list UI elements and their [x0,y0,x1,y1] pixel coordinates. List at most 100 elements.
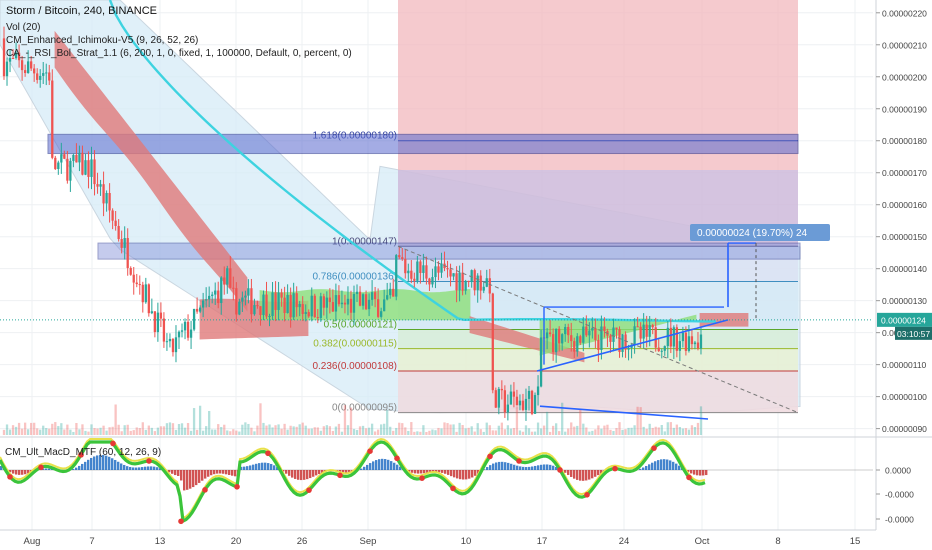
support-trendline [539,405,709,420]
macd-histogram-bar [210,470,213,476]
macd-histogram-bar [570,470,573,477]
volume-bar [476,423,479,435]
volume-bar [235,430,238,435]
volume-bar [214,429,217,435]
volume-bar [63,429,66,435]
volume-bar [36,428,39,435]
candle-body [319,296,322,318]
volume-bar [108,427,111,435]
candle-body [57,162,60,170]
volume-bar [114,404,117,435]
volume-bar [548,431,552,435]
candle-body [45,72,48,74]
macd-histogram-bar [702,470,705,476]
volume-bar [497,425,500,435]
macd-histogram-bar [96,455,99,470]
volume-bar [280,428,283,435]
macd-histogram-bar [669,460,672,470]
macd-histogram-bar [654,461,657,470]
fib-label: 0.236(0.00000108) [312,361,397,372]
candle-body [434,266,437,278]
price-tick-label: 0.00000140 [882,264,927,274]
candle-body [419,261,422,273]
volume-bar [524,425,528,435]
volume-bar [582,423,585,435]
macd-histogram-bar [174,470,177,476]
volume-bar [352,428,356,435]
macd-histogram-bar [252,464,255,470]
macd-histogram-bar [306,470,309,480]
macd-histogram-bar [699,470,702,476]
time-tick-label: 15 [850,536,861,547]
candle-body [482,286,485,291]
candle-body [20,60,24,71]
volume-bar [567,428,570,435]
candle-body [548,332,552,335]
candle-body [33,68,36,74]
candle-body [648,325,651,337]
volume-bar [536,422,540,435]
chart-title: Storm / Bitcoin, 240, BINANCE [6,5,157,17]
macd-histogram-bar [93,456,96,470]
macd-histogram-bar [348,470,351,473]
macd-histogram-bar [249,465,252,470]
volume-bar [530,431,534,435]
volume-bar [292,426,295,435]
time-tick-label: 17 [537,536,548,547]
macd-histogram-bar [219,470,222,474]
macd-histogram-bar [42,468,45,470]
macd-histogram-bar [300,470,303,481]
price-tick-label: 0.00000170 [882,168,927,178]
candle-body [223,277,226,285]
macd-histogram-bar [264,462,267,470]
macd-histogram-bar [648,464,651,470]
macd-histogram-bar [9,470,12,473]
fib-label: 1(0.00000147) [332,236,397,247]
volume-bar [23,422,27,435]
macd-histogram-bar [525,467,528,470]
fib-label: 0.5(0.00000121) [324,319,397,330]
volume-bar [364,428,368,435]
macd-histogram-bar [426,470,429,473]
volume-bar [355,430,359,435]
volume-bar [189,430,193,435]
volume-bar [304,425,307,435]
macd-histogram-bar [438,470,441,473]
fib-label: 0.786(0.00000136) [312,271,397,282]
volume-bar [102,425,105,435]
macd-histogram-bar [258,463,261,470]
volume-bar [2,429,6,435]
volume-bar [232,429,235,435]
candle-body [165,341,169,343]
macd-histogram-bar [27,470,30,474]
volume-bar [334,426,338,435]
candle-body [322,296,325,308]
candle-body [78,152,81,163]
macd-histogram-bar [420,470,423,474]
candle-body [310,295,313,317]
macd-histogram-bar [285,470,288,474]
macd-histogram-bar [156,467,159,470]
macd-histogram-bar [222,470,225,474]
candle-body [17,52,21,61]
candle-body [352,294,356,313]
macd-histogram-bar [321,470,324,473]
volume-bar [346,425,350,435]
candle-body [561,334,564,344]
candle-body [93,159,96,185]
volume-bar [440,428,443,435]
candle-body [325,297,328,308]
candle-body [205,299,208,301]
volume-bar [349,407,353,435]
volume-bar [416,431,419,435]
volume-bar [48,428,51,435]
candle-body [265,294,268,317]
macd-histogram-bar [408,470,411,472]
volume-bar [198,405,202,435]
volume-bar [205,426,208,435]
volume-bar [105,430,108,435]
macd-histogram-bar [183,470,186,491]
macd-histogram-bar [399,466,402,470]
volume-bar [57,426,60,435]
